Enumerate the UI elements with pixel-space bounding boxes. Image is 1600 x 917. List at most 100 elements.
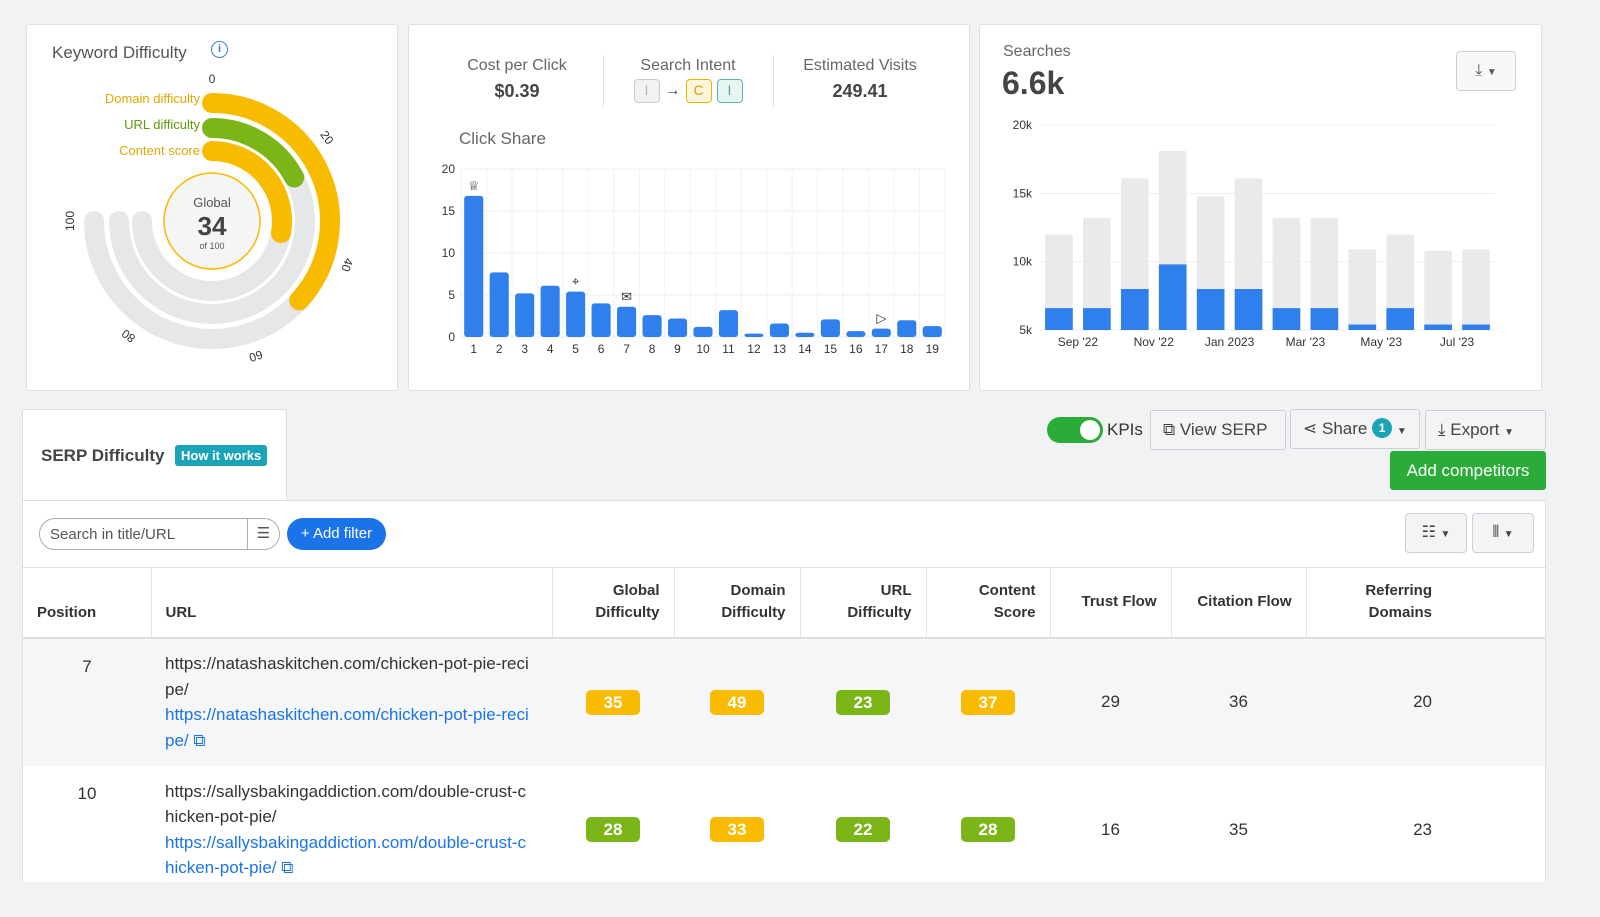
y-tick-label: 15	[442, 204, 456, 218]
map-pin-icon: ⌖	[572, 275, 580, 290]
column-header-url-difficulty[interactable]: URL Difficulty	[800, 567, 927, 639]
click-share-bar	[922, 326, 942, 337]
url-difficulty-badge: 22	[836, 817, 890, 842]
view-serp-button[interactable]: ⧉ View SERP	[1150, 410, 1286, 450]
url-cell: https://natashaskitchen.com/chicken-pot-…	[151, 638, 552, 766]
citation-flow-cell: 35	[1229, 819, 1248, 839]
table-row: 10 https://sallysbakingaddiction.com/dou…	[23, 765, 1545, 883]
column-header-citation-flow[interactable]: Citation Flow	[1171, 567, 1307, 639]
result-link[interactable]: https://sallysbakingaddiction.com/double…	[165, 830, 532, 881]
keyword-difficulty-gauge: Domain difficulty URL difficulty Content s…	[63, 72, 356, 365]
external-link-icon[interactable]: ⧉	[281, 858, 294, 877]
result-link-text[interactable]: https://sallysbakingaddiction.com/double…	[165, 832, 526, 878]
x-tick-label: May '23	[1360, 335, 1402, 349]
column-header-referring-domains[interactable]: Referring Domains	[1306, 567, 1545, 639]
x-tick-label: Sep '22	[1058, 335, 1099, 349]
columns-button[interactable]: ⫴ ▼	[1472, 513, 1534, 553]
column-header-url[interactable]: URL	[151, 567, 553, 639]
how-it-works-badge[interactable]: How it works	[175, 445, 268, 466]
y-tick-label: 5	[448, 288, 455, 302]
y-tick-label: 20k	[1013, 118, 1033, 132]
chevron-down-icon: ▼	[1486, 67, 1497, 78]
intent-label: Search Intent	[640, 57, 736, 74]
visits-value: 249.41	[832, 81, 888, 101]
searches-highlight-bar	[1310, 308, 1339, 330]
serp-difficulty-tab[interactable]: SERP Difficulty How it works	[22, 409, 287, 501]
kpis-label: KPIs	[1107, 420, 1143, 439]
global-difficulty-cell: 35	[552, 638, 674, 766]
y-tick-label: 0	[448, 330, 455, 344]
y-tick-label: 20	[442, 162, 456, 176]
global-label: Global	[193, 195, 231, 210]
searches-total-bar	[1348, 249, 1377, 330]
click-share-bar	[489, 272, 509, 337]
intent-badge-informational: I	[633, 79, 660, 103]
searches-highlight-bar	[1158, 264, 1187, 330]
click-share-bar	[718, 310, 739, 337]
x-tick-label: 14	[798, 342, 812, 356]
x-tick-label: 6	[598, 342, 605, 356]
y-tick-label: 15k	[1013, 186, 1033, 200]
info-icon[interactable]: i	[211, 41, 228, 58]
trust-flow-cell: 16	[1101, 819, 1120, 839]
cpc-label: Cost per Click	[467, 57, 567, 74]
visits-label: Estimated Visits	[803, 57, 917, 74]
click-share-bar	[464, 195, 484, 337]
scale-label: 40	[338, 256, 356, 273]
searches-chart: 5k 10k 15k 20k Sep '22 Nov '22 Jan 2023 Mar '23…	[1013, 118, 1495, 349]
serp-panel: Search in title/URL ☰ + Add filter ☷ ▼ ⫴…	[22, 500, 1546, 882]
content-score-badge: 37	[961, 689, 1015, 715]
position-cell: 7	[82, 656, 92, 676]
click-share-bar	[540, 285, 560, 337]
x-tick-label: Jan 2023	[1205, 335, 1255, 349]
click-share-bar	[515, 293, 535, 337]
scale-label: 100	[63, 211, 77, 231]
export-label: Export	[1450, 420, 1500, 439]
add-competitors-button[interactable]: Add competitors	[1390, 451, 1546, 490]
column-header-trust-flow[interactable]: Trust Flow	[1050, 567, 1172, 639]
content-score-badge: 28	[961, 817, 1015, 842]
filter-settings-button[interactable]: ☷ ▼	[1405, 513, 1467, 553]
chevron-down-icon: ▼	[1440, 529, 1451, 540]
global-sub: of 100	[199, 241, 224, 251]
referring-domains-cell: 23	[1413, 819, 1432, 839]
global-difficulty-cell: 28	[552, 766, 674, 883]
add-filter-button[interactable]: + Add filter	[287, 518, 386, 550]
result-link-text[interactable]: https://natashaskitchen.com/chicken-pot-…	[165, 705, 529, 750]
kpis-toggle[interactable]	[1047, 417, 1103, 443]
click-share-bar	[566, 291, 586, 337]
result-title-url: https://sallysbakingaddiction.com/double…	[165, 781, 526, 827]
searches-total-bar	[1272, 217, 1301, 330]
domain-difficulty-badge: 33	[710, 817, 764, 842]
x-tick-label: 19	[926, 342, 940, 356]
list-icon[interactable]: ☰	[247, 519, 279, 549]
download-button[interactable]: ⤓ ▼	[1456, 51, 1516, 91]
x-tick-label: 18	[900, 342, 914, 356]
result-link[interactable]: https://natashaskitchen.com/chicken-pot-…	[165, 702, 532, 753]
searches-total-bar	[1045, 234, 1073, 330]
searches-value: 6.6k	[1002, 65, 1065, 101]
download-icon: ⤓	[1438, 420, 1446, 439]
metrics-card: Cost per Click $0.39 Search Intent I → C…	[408, 24, 970, 391]
column-header-domain-difficulty[interactable]: Domain Difficulty	[674, 567, 801, 639]
click-share-title: Click Share	[459, 129, 546, 148]
url-difficulty-cell: 23	[800, 638, 926, 766]
click-share-bar	[820, 319, 840, 337]
export-button[interactable]: ⤓ Export ▼	[1425, 410, 1546, 450]
add-filter-label: Add filter	[312, 525, 373, 542]
column-header-content-score[interactable]: Content Score	[926, 567, 1051, 639]
column-header-position[interactable]: Position	[23, 567, 152, 639]
click-share-bar	[693, 326, 713, 337]
gauge-track	[109, 163, 315, 324]
column-header-global-difficulty[interactable]: Global Difficulty	[552, 567, 675, 639]
click-share-bar	[591, 303, 611, 337]
share-button[interactable]: ⋖ Share 1 ▼	[1290, 409, 1420, 449]
domain-difficulty-cell: 49	[674, 638, 800, 766]
view-serp-label: View SERP	[1179, 420, 1268, 439]
legend-label: URL difficulty	[124, 117, 200, 132]
y-tick-label: 10k	[1013, 255, 1033, 269]
search-input[interactable]: Search in title/URL ☰	[39, 518, 280, 550]
cpc-value: $0.39	[494, 81, 540, 101]
external-link-icon[interactable]: ⧉	[193, 730, 206, 750]
x-tick-label: 17	[875, 342, 889, 356]
